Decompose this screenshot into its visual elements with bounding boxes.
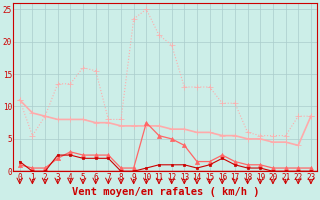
X-axis label: Vent moyen/en rafales ( km/h ): Vent moyen/en rafales ( km/h ): [72, 187, 259, 197]
